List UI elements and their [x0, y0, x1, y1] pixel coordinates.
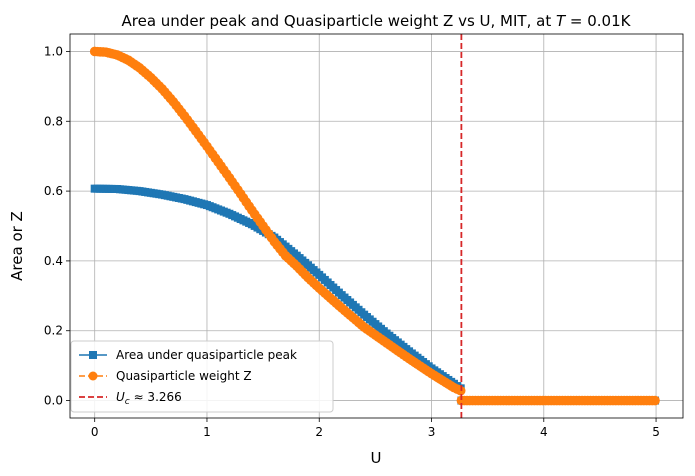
legend-label-area: Area under quasiparticle peak [116, 348, 297, 362]
data-point [650, 395, 660, 406]
y-tick-label: 0.6 [44, 184, 63, 198]
x-tick-label: 2 [315, 425, 323, 439]
legend-label-z: Quasiparticle weight Z [116, 369, 252, 383]
x-tick-label: 1 [203, 425, 211, 439]
legend-marker-circle [88, 371, 98, 381]
legend-entry-area: Area under quasiparticle peak [79, 348, 297, 362]
x-tick-label: 4 [540, 425, 548, 439]
legend-label-critical: Uc ≈ 3.266 [116, 390, 182, 407]
axes-frame [69, 33, 684, 419]
x-tick-label: 5 [652, 425, 660, 439]
y-tick-label: 0.4 [44, 254, 63, 268]
series-z [89, 46, 660, 406]
y-tick-label: 0.2 [44, 324, 63, 338]
tick-labels: 0 1 2 3 4 5 0.0 0.2 0.4 0.6 0.8 1.0 [44, 44, 660, 439]
grid [70, 34, 683, 418]
plot-area [89, 34, 660, 418]
legend-entry-z: Quasiparticle weight Z [79, 369, 252, 383]
legend-box [70, 340, 334, 413]
y-tick-label: 0.0 [44, 394, 63, 408]
y-tick-label: 0.8 [44, 114, 63, 128]
x-tick-label: 3 [428, 425, 436, 439]
legend-entry-critical: Uc ≈ 3.266 [79, 390, 182, 407]
x-axis-label: U [371, 449, 382, 467]
x-tick-label: 0 [91, 425, 99, 439]
y-axis-label: Area or Z [8, 211, 26, 281]
axes [66, 33, 684, 422]
y-tick-label: 1.0 [44, 44, 63, 58]
legend-marker-square [89, 351, 97, 359]
legend: Area under quasiparticle peak Quasiparti… [70, 340, 334, 413]
chart-title: Area under peak and Quasiparticle weight… [122, 12, 632, 30]
